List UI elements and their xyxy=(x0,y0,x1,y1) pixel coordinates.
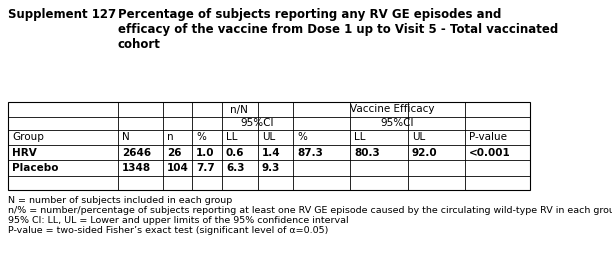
Text: UL: UL xyxy=(262,133,275,142)
Text: LL: LL xyxy=(226,133,237,142)
Text: 1.4: 1.4 xyxy=(262,147,281,157)
Text: n/% = number/percentage of subjects reporting at least one RV GE episode caused : n/% = number/percentage of subjects repo… xyxy=(8,206,612,215)
Text: 26: 26 xyxy=(167,147,182,157)
Text: 7.7: 7.7 xyxy=(196,163,215,173)
Text: P-value: P-value xyxy=(469,133,507,142)
Text: HRV: HRV xyxy=(12,147,37,157)
Text: %: % xyxy=(297,133,307,142)
Text: LL: LL xyxy=(354,133,365,142)
Text: Vaccine Efficacy: Vaccine Efficacy xyxy=(350,104,435,114)
Text: 0.6: 0.6 xyxy=(226,147,245,157)
Text: %: % xyxy=(196,133,206,142)
Text: 104: 104 xyxy=(167,163,189,173)
Text: 2646: 2646 xyxy=(122,147,151,157)
Text: P-value = two-sided Fisher’s exact test (significant level of α=0.05): P-value = two-sided Fisher’s exact test … xyxy=(8,226,329,235)
Text: 1348: 1348 xyxy=(122,163,151,173)
Text: n/N: n/N xyxy=(230,104,248,114)
Text: 95%CI: 95%CI xyxy=(380,119,414,128)
Text: 9.3: 9.3 xyxy=(262,163,280,173)
Text: <0.001: <0.001 xyxy=(469,147,511,157)
Bar xyxy=(8,102,530,190)
Text: Group: Group xyxy=(12,133,44,142)
Text: 95%CI: 95%CI xyxy=(240,119,274,128)
Text: 80.3: 80.3 xyxy=(354,147,380,157)
Text: N = number of subjects included in each group: N = number of subjects included in each … xyxy=(8,196,232,205)
Text: 95% CI: LL, UL = Lower and upper limits of the 95% confidence interval: 95% CI: LL, UL = Lower and upper limits … xyxy=(8,216,349,225)
Text: Percentage of subjects reporting any RV GE episodes and
efficacy of the vaccine : Percentage of subjects reporting any RV … xyxy=(118,8,558,51)
Text: 1.0: 1.0 xyxy=(196,147,214,157)
Text: Placebo: Placebo xyxy=(12,163,59,173)
Text: N: N xyxy=(122,133,130,142)
Text: 87.3: 87.3 xyxy=(297,147,323,157)
Text: n: n xyxy=(167,133,174,142)
Text: 92.0: 92.0 xyxy=(412,147,438,157)
Text: 6.3: 6.3 xyxy=(226,163,245,173)
Text: UL: UL xyxy=(412,133,425,142)
Text: Supplement 127: Supplement 127 xyxy=(8,8,116,21)
